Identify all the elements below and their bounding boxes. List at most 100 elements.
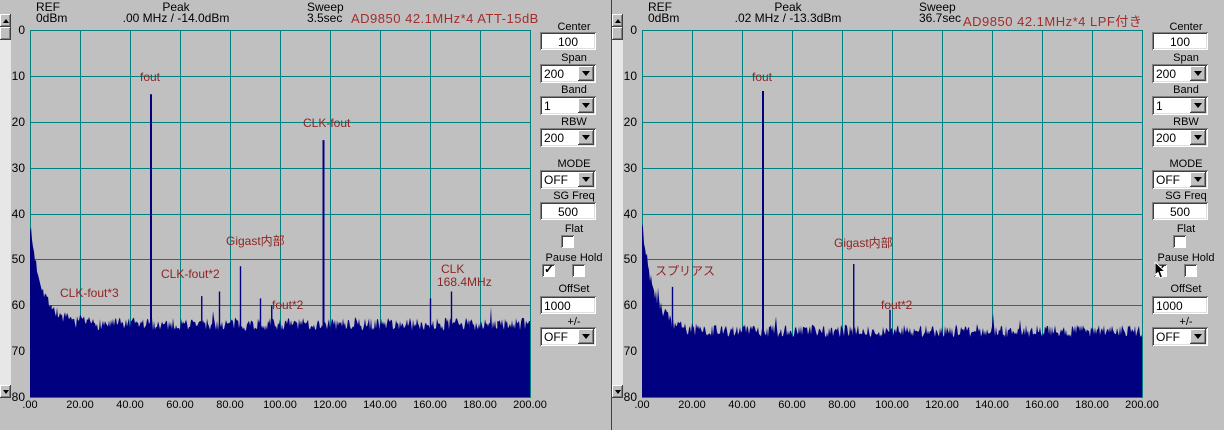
dropdown-arrow-icon[interactable] — [578, 98, 594, 113]
scroll-down-button[interactable] — [612, 385, 623, 398]
hold-label: Hold — [1191, 252, 1215, 264]
x-tick-label: 200.00 — [1125, 399, 1159, 411]
peak-label: Peak — [162, 0, 190, 14]
x-tick-label: 160.00 — [413, 399, 447, 411]
mode-select[interactable]: OFF — [540, 170, 596, 189]
offset-input[interactable] — [1152, 296, 1208, 314]
y-tick-label: 40 — [11, 207, 25, 221]
dropdown-arrow-icon[interactable] — [1190, 329, 1206, 344]
hold-checkbox[interactable] — [572, 264, 585, 277]
flat-label: Flat — [1176, 223, 1196, 235]
y-tick-label: 70 — [623, 344, 637, 358]
dropdown-arrow-icon[interactable] — [578, 329, 594, 344]
dropdown-arrow-icon[interactable] — [1190, 130, 1206, 145]
plusminus-label: +/- — [1179, 316, 1193, 328]
x-tick-label: 180.00 — [1075, 399, 1109, 411]
center-input[interactable] — [540, 32, 596, 50]
y-axis-labels: 0 10 20 30 40 50 60 70 80 — [0, 0, 26, 430]
peak-label: Peak — [774, 0, 802, 14]
x-tick-label: 200.00 — [513, 399, 547, 411]
sg-freq-input[interactable] — [1152, 202, 1208, 220]
plusminus-select[interactable]: OFF — [1152, 327, 1208, 346]
ref-value: 0dBm — [648, 11, 680, 25]
scroll-up-button[interactable] — [612, 14, 623, 27]
center-input[interactable] — [1152, 32, 1208, 50]
arrow-down-icon — [614, 389, 621, 397]
dropdown-arrow-icon[interactable] — [1190, 66, 1206, 81]
sweep-value: 36.7sec — [919, 11, 962, 25]
span-value: 200 — [1156, 67, 1177, 81]
band-select[interactable]: 1 — [1152, 96, 1208, 115]
mode-select[interactable]: OFF — [1152, 170, 1208, 189]
sg-freq-label: SG Freq — [1165, 190, 1207, 202]
band-select[interactable]: 1 — [540, 96, 596, 115]
x-tick-label: 80.00 — [216, 399, 244, 411]
pause-checkbox[interactable]: ✓ — [542, 263, 555, 277]
scroll-down-button[interactable] — [0, 385, 11, 398]
center-label: Center — [557, 21, 591, 33]
plusminus-value: OFF — [544, 330, 568, 344]
ref-label: REF — [36, 0, 60, 14]
y-tick-label: 30 — [11, 161, 25, 175]
scroll-thumb[interactable] — [612, 27, 623, 40]
arrow-down-icon — [2, 389, 9, 397]
rbw-value: 200 — [544, 131, 565, 145]
band-value: 1 — [1156, 99, 1163, 113]
offset-input[interactable] — [540, 296, 596, 314]
y-tick-label: 50 — [623, 252, 637, 266]
band-value: 1 — [544, 99, 551, 113]
x-tick-label: 160.00 — [1025, 399, 1059, 411]
vertical-scrollbar[interactable] — [0, 14, 11, 398]
spectrum-panel-left: REF 0dBm Peak .00 MHz / -14.0dBm Sweep 3… — [0, 0, 603, 430]
ref-readout: REF 0dBm — [648, 1, 680, 25]
x-tick-label: 100.00 — [875, 399, 909, 411]
mode-label: MODE — [1169, 158, 1203, 170]
x-tick-label: 120.00 — [925, 399, 959, 411]
y-tick-label: 0 — [630, 23, 637, 37]
y-tick-label: 10 — [11, 69, 25, 83]
y-tick-label: 0 — [18, 23, 25, 37]
sg-freq-input[interactable] — [540, 202, 596, 220]
x-tick-label: 80.00 — [828, 399, 856, 411]
center-label: Center — [1169, 21, 1203, 33]
x-tick-label: 40.00 — [728, 399, 756, 411]
mode-label: MODE — [557, 158, 591, 170]
x-tick-label: 100.00 — [263, 399, 297, 411]
spectrum-trace — [30, 30, 531, 398]
x-tick-label: 120.00 — [313, 399, 347, 411]
flat-label: Flat — [564, 223, 584, 235]
y-axis-labels: 0 10 20 30 40 50 60 70 80 — [612, 0, 638, 430]
y-tick-label: 50 — [11, 252, 25, 266]
x-tick-label: 140.00 — [363, 399, 397, 411]
dropdown-arrow-icon[interactable] — [578, 130, 594, 145]
vertical-scrollbar[interactable] — [612, 14, 623, 398]
y-tick-label: 20 — [11, 115, 25, 129]
flat-checkbox[interactable] — [1173, 235, 1186, 248]
dropdown-arrow-icon[interactable] — [578, 172, 594, 187]
hold-checkbox[interactable] — [1184, 264, 1197, 277]
spectrum-trace — [642, 30, 1143, 398]
y-tick-label: 40 — [623, 207, 637, 221]
rbw-label: RBW — [561, 116, 587, 128]
dropdown-arrow-icon[interactable] — [578, 66, 594, 81]
scroll-thumb[interactable] — [0, 27, 11, 40]
hold-label: Hold — [579, 252, 603, 264]
sweep-readout: Sweep 3.5sec — [307, 1, 344, 24]
x-tick-label: 60.00 — [778, 399, 806, 411]
dropdown-arrow-icon[interactable] — [1190, 98, 1206, 113]
plusminus-select[interactable]: OFF — [540, 327, 596, 346]
rbw-select[interactable]: 200 — [540, 128, 596, 147]
y-tick-label: 60 — [623, 298, 637, 312]
span-label: Span — [561, 52, 587, 64]
flat-checkbox[interactable] — [561, 235, 574, 248]
sweep-readout: Sweep 36.7sec — [919, 1, 962, 25]
pause-label: Pause — [1157, 252, 1189, 264]
scroll-up-button[interactable] — [0, 14, 11, 27]
y-tick-label: 70 — [11, 344, 25, 358]
dropdown-arrow-icon[interactable] — [1190, 172, 1206, 187]
x-tick-label: 20.00 — [66, 399, 94, 411]
span-select[interactable]: 200 — [540, 64, 596, 83]
span-select[interactable]: 200 — [1152, 64, 1208, 83]
rbw-select[interactable]: 200 — [1152, 128, 1208, 147]
mode-value: OFF — [1156, 173, 1180, 187]
